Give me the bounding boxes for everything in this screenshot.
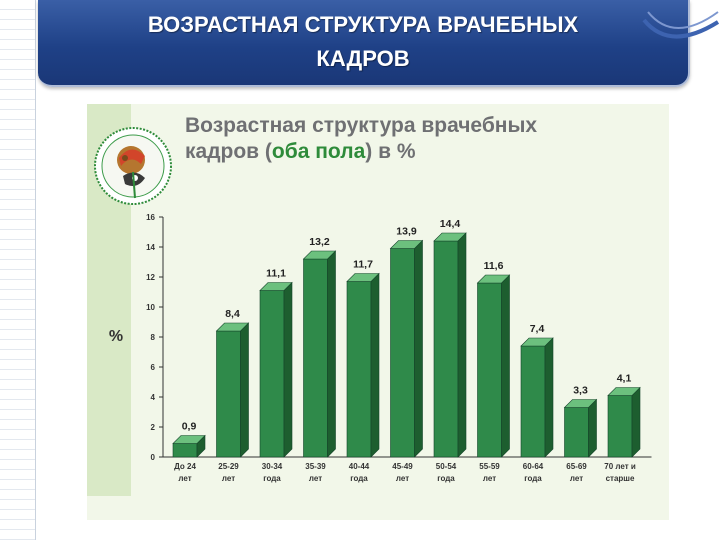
bar xyxy=(433,240,459,458)
chart-title-line2-end: ) в % xyxy=(365,140,416,163)
bar-side xyxy=(631,386,641,458)
slide-title-line2: КАДРОВ xyxy=(316,46,410,71)
bar-side xyxy=(283,281,293,458)
bar-top xyxy=(259,282,293,291)
category-label: 55-59 xyxy=(479,462,500,471)
bar-side xyxy=(240,322,249,458)
bar xyxy=(303,258,328,458)
bar-top xyxy=(302,250,337,260)
chart-title: Возрастная структура врачебных кадров (о… xyxy=(185,113,655,165)
y-tick-label: 4 xyxy=(151,393,156,402)
medical-emblem-icon xyxy=(94,127,172,205)
bar xyxy=(346,281,372,458)
chart-title-line1: Возрастная структура врачебных xyxy=(185,114,538,137)
category-label: 40-44 xyxy=(349,462,370,471)
bar-side xyxy=(327,250,336,458)
swoosh-decoration-icon xyxy=(642,11,720,39)
category-label: 45-49 xyxy=(392,462,413,471)
bar-side xyxy=(501,274,510,458)
category-label: 60-64 xyxy=(523,462,544,471)
slide-title-line1: ВОЗРАСТНАЯ СТРУКТУРА ВРАЧЕБНЫХ xyxy=(147,12,579,37)
category-label: лет xyxy=(222,474,235,483)
y-tick-label: 14 xyxy=(146,243,155,252)
category-label: 35-39 xyxy=(305,462,326,471)
category-label: лет xyxy=(396,474,409,483)
y-tick-label: 10 xyxy=(146,303,155,312)
bar-top xyxy=(607,387,641,396)
bar-value-label: 13,9 xyxy=(396,226,417,238)
bar xyxy=(520,345,546,458)
bar-value-label: 0,9 xyxy=(182,421,197,433)
bar xyxy=(259,290,285,458)
category-label: лет xyxy=(309,474,322,483)
bar-side xyxy=(414,239,423,458)
chart-title-line2-start: кадров ( xyxy=(185,140,272,163)
bar xyxy=(390,248,415,458)
bar-value-label: 11,1 xyxy=(266,268,286,280)
bar-side xyxy=(457,232,467,458)
y-tick-label: 8 xyxy=(151,333,156,342)
bar-top xyxy=(563,399,598,408)
bar-top xyxy=(346,273,380,282)
category-label: лет xyxy=(178,474,191,483)
category-label: года xyxy=(437,474,455,483)
category-label: года xyxy=(524,474,542,483)
bar-value-label: 13,2 xyxy=(309,236,330,248)
y-tick-label: 6 xyxy=(151,363,156,372)
bar-value-label: 7,4 xyxy=(530,323,545,335)
bar xyxy=(564,407,589,458)
bar-value-label: 3,3 xyxy=(573,385,588,397)
bar-value-label: 8,4 xyxy=(225,308,240,320)
category-label: старше xyxy=(606,474,635,483)
bar-value-label: 4,1 xyxy=(617,373,632,385)
bar-value-label: 11,7 xyxy=(353,259,373,271)
slide-title: ВОЗРАСТНАЯ СТРУКТУРА ВРАЧЕБНЫХ КАДРОВ xyxy=(38,8,688,76)
y-tick-label: 16 xyxy=(146,213,155,222)
bar-top xyxy=(215,322,250,332)
chart-title-highlight: оба пола xyxy=(271,140,366,163)
slide-header: ВОЗРАСТНАЯ СТРУКТУРА ВРАЧЕБНЫХ КАДРОВ xyxy=(38,0,690,87)
category-label: 30-34 xyxy=(262,462,283,471)
category-label: года xyxy=(350,474,368,483)
bar xyxy=(216,330,241,458)
bar-top xyxy=(389,240,424,249)
bar-top xyxy=(172,435,206,444)
y-axis-label: % xyxy=(109,328,123,345)
category-label: До 24 xyxy=(174,462,196,471)
bar-top xyxy=(520,337,554,347)
chart-title-line2: кадров (оба пола) в % xyxy=(185,139,655,165)
y-tick-label: 2 xyxy=(151,423,156,432)
category-label: 70 лет и xyxy=(604,462,636,471)
category-label: 25-29 xyxy=(218,462,239,471)
bar-side xyxy=(370,272,380,458)
bar-top xyxy=(476,274,511,284)
left-decorative-strip xyxy=(0,0,36,540)
bar xyxy=(607,395,633,458)
bar-side xyxy=(588,398,597,458)
category-label: 65-69 xyxy=(566,462,587,471)
category-label: 50-54 xyxy=(436,462,457,471)
bar-value-label: 14,4 xyxy=(440,218,461,230)
bar-top xyxy=(433,232,467,242)
y-tick-label: 0 xyxy=(151,453,156,462)
category-label: года xyxy=(263,474,281,483)
bar xyxy=(477,282,502,458)
category-label: лет xyxy=(570,474,583,483)
bar-side xyxy=(544,337,554,458)
bar-value-label: 11,6 xyxy=(484,260,504,272)
category-label: лет xyxy=(483,474,496,483)
y-tick-label: 12 xyxy=(146,273,155,282)
bar xyxy=(172,443,198,458)
